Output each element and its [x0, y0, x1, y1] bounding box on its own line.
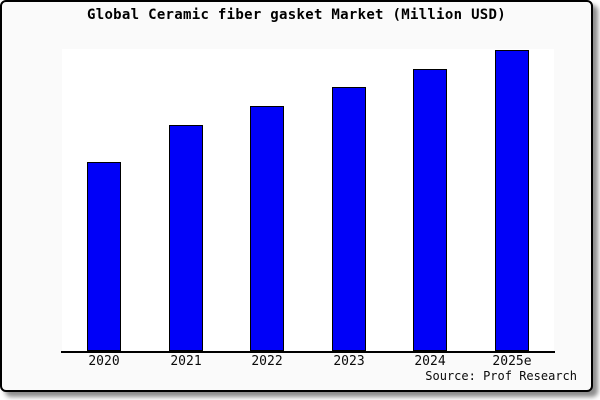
bar-2021 — [169, 125, 203, 351]
x-tick-label-2021: 2021 — [170, 354, 202, 369]
x-tick-label-2023: 2023 — [333, 354, 365, 369]
x-tick-label-2025e: 2025e — [492, 354, 532, 369]
bar-2023 — [332, 87, 366, 351]
x-tick-label-2022: 2022 — [251, 354, 283, 369]
x-tick-label-2024: 2024 — [414, 354, 446, 369]
x-axis-labels: 2020 2021 2022 2023 2024 2025e — [2, 355, 591, 371]
bar-2024 — [413, 69, 447, 351]
x-tick-label-2020: 2020 — [88, 354, 120, 369]
x-axis-line — [61, 351, 555, 353]
chart-title: Global Ceramic fiber gasket Market (Mill… — [87, 7, 506, 23]
bar-2022 — [250, 106, 284, 351]
bar-2020 — [87, 162, 121, 351]
plot-area — [62, 49, 554, 351]
chart-card: Global Ceramic fiber gasket Market (Mill… — [0, 0, 593, 392]
bar-2025e — [495, 50, 529, 351]
source-credit: Source: Prof Research — [425, 369, 577, 383]
